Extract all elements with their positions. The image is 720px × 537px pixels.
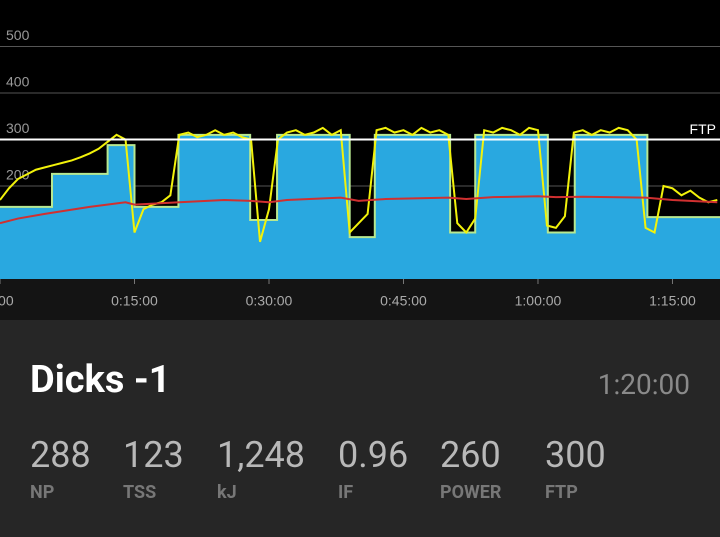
x-tick-label: 0:00 (0, 293, 14, 309)
stat-value: 1,248 (217, 434, 306, 476)
stat: 288 NP (30, 434, 91, 503)
target-outline (0, 133, 720, 239)
x-tick-label: 1:00:00 (515, 293, 562, 309)
chart: 200 300 400 500 FTP 0:00 0:15:00 0:30:00 0:45:00… (0, 0, 720, 320)
power-line (0, 195, 718, 225)
stat-value: 123 (123, 434, 184, 476)
x-tick-label: 0:30:00 (246, 293, 293, 309)
workout-title: Dicks -1 (30, 358, 171, 402)
summary-panel: Dicks -1 1:20:00 288 NP 123 TSS 1,248 kJ 0.96 I… (0, 320, 720, 537)
ftp-label: FTP (690, 121, 716, 137)
stat: 123 TSS (123, 434, 184, 503)
stat: 300 FTP (545, 434, 606, 503)
stat-label: kJ (217, 482, 237, 503)
y-tick-label: 300 (6, 120, 30, 136)
stat: 1,248 kJ (217, 434, 305, 503)
stat-value: 288 (30, 434, 91, 476)
stat: 0.96 IF (338, 434, 408, 503)
stat-value: 300 (545, 434, 606, 476)
y-tick-label: 500 (6, 27, 30, 43)
y-tick-label: 400 (6, 74, 30, 90)
stat-label: POWER (440, 482, 502, 503)
stat-value: 260 (440, 434, 501, 476)
stat-label: TSS (123, 482, 157, 503)
x-tick-label: 0:15:00 (111, 293, 158, 309)
x-tick-label: 1:15:00 (649, 293, 696, 309)
x-tick-label: 0:45:00 (380, 293, 427, 309)
y-tick-label: 200 (6, 167, 30, 183)
stat-label: NP (30, 482, 55, 503)
stat-value: 0.96 (338, 434, 409, 476)
target-area (0, 134, 720, 279)
stat-label: IF (338, 482, 354, 503)
power-line (0, 126, 718, 243)
duration: 1:20:00 (597, 368, 690, 401)
stat: 260 POWER (440, 434, 501, 503)
stat-label: FTP (545, 482, 578, 503)
